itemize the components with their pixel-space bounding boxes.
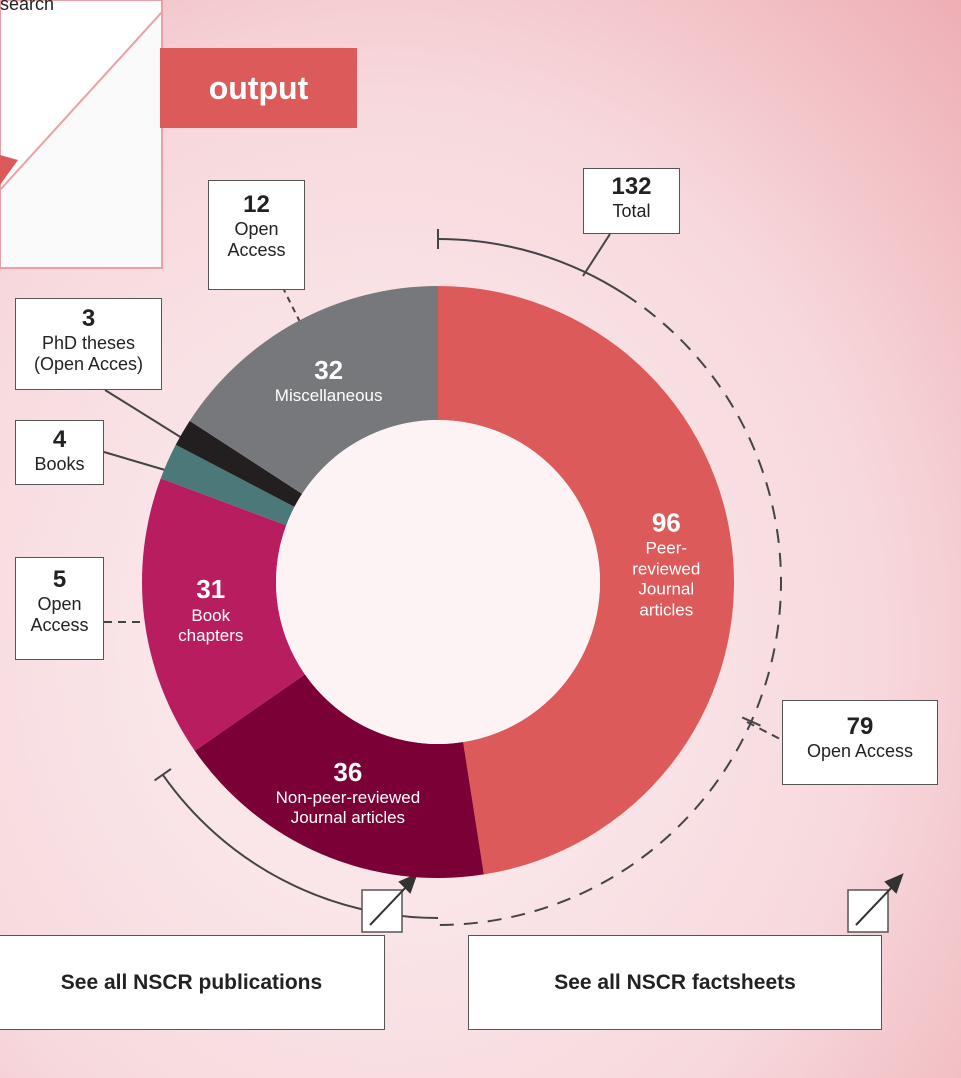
callout-label: Total xyxy=(612,200,651,221)
callout-value: 12 xyxy=(243,191,270,218)
segment-name: Peer-reviewed Journal articles xyxy=(632,539,701,620)
callout-label: Open Access xyxy=(30,593,89,635)
segment-label: 96 Peer-reviewed Journal articles xyxy=(626,508,706,621)
callout: 132 Total xyxy=(583,168,680,234)
segment-value: 96 xyxy=(651,507,681,538)
segment-label: 31 Book chapters xyxy=(166,574,256,646)
fold-accent xyxy=(0,155,18,185)
search-text: search xyxy=(0,0,55,14)
bracket-tick xyxy=(153,768,172,782)
callout: 79 Open Access xyxy=(782,700,938,785)
donut-segment xyxy=(189,286,438,494)
callout-value: 5 xyxy=(52,566,67,593)
donut-segment xyxy=(142,478,305,751)
segment-value: 31 xyxy=(196,574,226,605)
callout-value: 3 xyxy=(81,305,96,332)
callout: 5 Open Access xyxy=(15,557,104,660)
callout: 3 PhD theses (Open Acces) xyxy=(15,298,162,390)
paper-fold xyxy=(0,9,163,269)
donut-segment xyxy=(175,420,303,507)
callout-value: 79 xyxy=(846,713,874,740)
bracket-arc xyxy=(437,293,782,926)
donut-segment xyxy=(194,674,484,878)
segment-label: 36 Non-peer-reviewed Journal articles xyxy=(248,757,448,829)
callout-value: 132 xyxy=(611,173,652,200)
segment-value: 32 xyxy=(314,354,344,385)
bracket-tick xyxy=(741,716,761,727)
link-button[interactable]: See all NSCR factsheets xyxy=(468,935,882,1030)
callout-label: Open Access xyxy=(227,218,286,260)
callout: 4 Books xyxy=(15,420,104,485)
segment-name: Non-peer-reviewed Journal articles xyxy=(275,787,421,828)
callout: 12 Open Access xyxy=(208,180,305,290)
donut-segment xyxy=(438,286,735,875)
bracket-arc xyxy=(437,238,626,296)
segment-label: 32 Miscellaneous xyxy=(244,355,414,407)
section-title: output xyxy=(160,48,357,128)
segment-name: Miscellaneous xyxy=(274,386,383,406)
callout-value: 4 xyxy=(52,426,67,453)
link-arrows xyxy=(369,873,904,926)
leaders xyxy=(103,233,783,741)
link-button[interactable]: See all NSCR publications xyxy=(0,935,385,1030)
donut-segment xyxy=(160,444,295,526)
donut-hole xyxy=(276,420,600,744)
callout-label: PhD theses (Open Acces) xyxy=(33,332,144,374)
callout-label: Open Access xyxy=(806,740,914,761)
callout-label: Books xyxy=(34,453,85,474)
segment-name: Book chapters xyxy=(178,605,244,645)
segment-value: 36 xyxy=(333,756,363,787)
